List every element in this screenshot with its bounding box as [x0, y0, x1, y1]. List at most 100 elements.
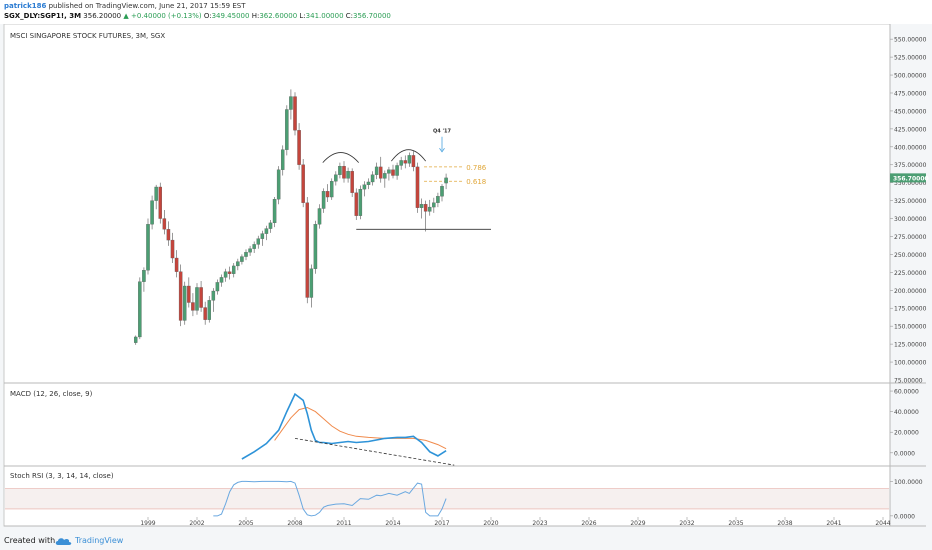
price-tick-label: 125.00000 — [894, 342, 927, 349]
candle-up — [440, 186, 444, 197]
q4-17-label: Q4 '17 — [433, 128, 451, 134]
publisher-link[interactable]: patrick186 — [4, 2, 47, 10]
price-tick-label: 200.00000 — [894, 288, 927, 295]
candle-down — [301, 164, 305, 203]
candle-up — [370, 174, 375, 183]
stochrsi-bands — [5, 487, 889, 510]
time-tick-label: 2005 — [238, 520, 253, 527]
candle-up — [444, 177, 448, 184]
publish-line: patrick186 published on TradingView.com,… — [4, 2, 246, 10]
candle-up — [387, 169, 391, 174]
candle-up — [211, 290, 216, 301]
candle-down — [423, 204, 428, 212]
price-tick-label: 550.00000 — [894, 37, 927, 44]
price-tick-label: 100.00000 — [894, 360, 927, 367]
candle-up — [264, 228, 269, 234]
candle-up — [133, 336, 138, 343]
up-arrow-icon: ▲ — [123, 12, 129, 20]
high-value: 362.60000 — [259, 12, 298, 20]
time-tick-label: 2011 — [336, 520, 351, 527]
candle-down — [203, 307, 207, 320]
stochrsi-tick-label: 100.0000 — [894, 479, 923, 486]
time-tick-label: 1999 — [140, 520, 155, 527]
published-text: published on TradingView.com, June 21, 2… — [48, 2, 246, 10]
candle-up — [276, 169, 281, 200]
main-pane-title: MSCI SINGAPORE STOCK FUTURES, 3M, SGX — [10, 32, 165, 40]
candle-down — [178, 271, 183, 321]
candle-up — [260, 233, 265, 239]
candle-up — [309, 268, 314, 298]
candle-up — [334, 174, 338, 182]
candle-up — [427, 206, 432, 212]
chart-area[interactable]: MSCI SINGAPORE STOCK FUTURES, 3M, SGX MA… — [0, 24, 932, 535]
open-label: O: — [203, 12, 212, 20]
price-tick-label: 475.00000 — [894, 90, 927, 97]
candle-up — [432, 202, 436, 208]
time-axis-labels: 1999 2002 2005 2008 2011 2014 2017 2020 2023 2026… — [140, 517, 891, 527]
macd-pane-title: MACD (12, 26, close, 9) — [10, 390, 93, 398]
candle-up — [154, 186, 158, 201]
stochrsi-tick-label: 0.0000 — [894, 513, 915, 520]
candle-down — [391, 169, 395, 176]
candle-up — [338, 166, 342, 175]
candle-down — [293, 96, 297, 131]
time-tick-label: 2002 — [189, 520, 204, 527]
time-tick-label: 2017 — [434, 520, 449, 527]
close-label: C: — [345, 12, 354, 20]
candle-up — [195, 287, 199, 311]
stochrsi-line — [213, 480, 447, 517]
candle-up — [142, 270, 146, 282]
drawings: 0.786 0.618 Q4 '17 — [322, 128, 491, 230]
price-tick-label: 450.00000 — [894, 108, 927, 115]
price-tick-label: 275.00000 — [894, 234, 927, 241]
candle-down — [403, 160, 407, 164]
candle-up — [219, 277, 224, 283]
macd-trendline — [294, 437, 455, 466]
pattern-arc-1 — [322, 152, 359, 163]
candle-up — [313, 224, 318, 269]
candle-up — [395, 165, 399, 176]
candle-down — [187, 285, 191, 303]
stochrsi-line — [213, 480, 447, 517]
candle-up — [268, 222, 273, 229]
candle-down — [162, 218, 167, 230]
price-tick-label: 325.00000 — [894, 198, 927, 205]
candle-up — [366, 181, 371, 185]
macd-tick-label: 40.0000 — [894, 409, 919, 416]
candle-up — [256, 238, 260, 245]
candles — [133, 89, 448, 345]
candle-up — [182, 285, 187, 321]
macd-tick-label: 20.0000 — [894, 430, 919, 437]
candle-down — [191, 302, 195, 311]
price-tick-label: 375.00000 — [894, 162, 927, 169]
down-arrow-icon — [439, 148, 445, 153]
time-tick-label: 2008 — [287, 520, 302, 527]
candle-up — [346, 171, 350, 179]
time-tick-label: 2035 — [728, 520, 743, 527]
tradingview-link[interactable]: TradingView — [75, 536, 124, 545]
candle-up — [280, 149, 285, 170]
candle-up — [248, 248, 252, 253]
candle-down — [411, 155, 416, 168]
macd-tick-label: 60.0000 — [894, 389, 919, 396]
candle-up — [358, 188, 363, 216]
candle-up — [374, 166, 379, 175]
candle-down — [354, 192, 358, 216]
candle-up — [272, 199, 277, 224]
stochrsi-pane-title: Stoch RSI (3, 3, 14, 14, close) — [10, 472, 114, 480]
time-tick-label: 2032 — [679, 520, 694, 527]
price-tick-label: 225.00000 — [894, 270, 927, 277]
candle-up — [236, 261, 240, 267]
candle-up — [150, 200, 154, 225]
footer: Created with TradingView — [0, 533, 932, 550]
candle-up — [321, 191, 326, 209]
price-tick-label: 250.00000 — [894, 252, 927, 259]
candle-down — [166, 229, 171, 241]
time-tick-label: 2029 — [630, 520, 645, 527]
price-tick-label: 400.00000 — [894, 144, 927, 151]
candle-down — [350, 171, 354, 193]
candle-down — [378, 166, 383, 179]
time-tick-label: 2041 — [826, 520, 841, 527]
tradingview-cloud-icon — [55, 538, 72, 545]
high-label: H: — [251, 12, 260, 20]
